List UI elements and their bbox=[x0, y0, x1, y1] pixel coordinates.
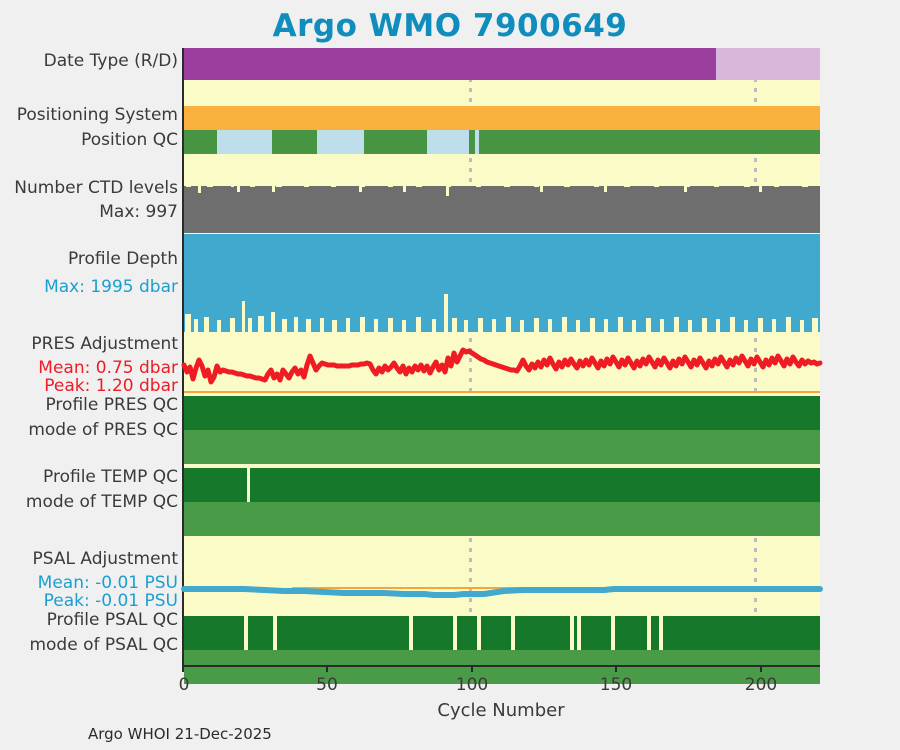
x-tick-0 bbox=[182, 665, 184, 672]
x-tick-label-200: 200 bbox=[744, 675, 778, 695]
x-tick-150 bbox=[615, 665, 617, 672]
x-tick-100 bbox=[471, 665, 473, 672]
label-ctd-levels: Number CTD levels bbox=[14, 178, 178, 198]
pres-zero-reference-line bbox=[184, 391, 820, 393]
segment-positioning-gps bbox=[184, 106, 820, 130]
label-pres-peak: Peak: 1.20 dbar bbox=[44, 376, 178, 396]
profile-depth-bars bbox=[184, 234, 820, 332]
label-profile-pres-qc: Profile PRES QC bbox=[45, 395, 178, 415]
track-profile-pres-qc bbox=[184, 396, 820, 430]
x-tick-200 bbox=[760, 665, 762, 672]
pres-adjustment-line bbox=[181, 347, 823, 385]
track-ctd-levels bbox=[184, 183, 820, 233]
ctd-levels-bars bbox=[184, 183, 820, 233]
label-ctd-levels-max: Max: 997 bbox=[99, 202, 178, 222]
x-tick-label-0: 0 bbox=[178, 675, 190, 695]
x-tick-label-50: 50 bbox=[316, 675, 338, 695]
label-pres-mean: Mean: 0.75 dbar bbox=[38, 358, 178, 378]
x-tick-label-150: 150 bbox=[599, 675, 633, 695]
track-position-qc bbox=[184, 130, 820, 154]
segment-date-type-real bbox=[716, 48, 820, 80]
page-title: Argo WMO 7900649 bbox=[272, 8, 628, 44]
label-profile-depth-max: Max: 1995 dbar bbox=[44, 277, 178, 297]
label-profile-temp-qc: Profile TEMP QC bbox=[43, 467, 178, 487]
x-axis bbox=[182, 665, 820, 672]
track-profile-psal-qc bbox=[184, 616, 820, 650]
label-mode-temp-qc: mode of TEMP QC bbox=[25, 492, 178, 512]
label-psal-peak: Peak: -0.01 PSU bbox=[43, 591, 178, 611]
segment-date-type-delayed bbox=[184, 48, 716, 80]
label-position-qc: Position QC bbox=[81, 130, 178, 150]
label-pres-adjustment: PRES Adjustment bbox=[31, 334, 178, 354]
track-profile-depth bbox=[184, 234, 820, 332]
track-mode-psal-qc bbox=[184, 650, 820, 684]
label-psal-mean: Mean: -0.01 PSU bbox=[37, 573, 178, 593]
track-date-type bbox=[184, 48, 820, 80]
label-profile-depth: Profile Depth bbox=[67, 249, 178, 269]
label-mode-psal-qc: mode of PSAL QC bbox=[29, 635, 178, 655]
label-date-type: Date Type (R/D) bbox=[43, 51, 178, 71]
track-profile-temp-qc bbox=[184, 468, 820, 502]
track-positioning-system bbox=[184, 106, 820, 130]
figure-footer: Argo WHOI 21-Dec-2025 bbox=[88, 725, 272, 743]
track-mode-temp-qc bbox=[184, 502, 820, 536]
x-tick-50 bbox=[326, 665, 328, 672]
label-psal-adjustment: PSAL Adjustment bbox=[32, 549, 178, 569]
plot-area bbox=[181, 48, 823, 684]
x-tick-label-100: 100 bbox=[455, 675, 489, 695]
label-positioning-system: Positioning System bbox=[16, 105, 178, 125]
psal-adjustment-line bbox=[181, 586, 823, 598]
track-psal-adjustment bbox=[181, 548, 823, 628]
track-pres-adjustment bbox=[181, 308, 823, 398]
track-mode-pres-qc bbox=[184, 430, 820, 464]
x-axis-label: Cycle Number bbox=[437, 700, 565, 721]
label-profile-psal-qc: Profile PSAL QC bbox=[46, 610, 178, 630]
label-mode-pres-qc: mode of PRES QC bbox=[28, 420, 178, 440]
